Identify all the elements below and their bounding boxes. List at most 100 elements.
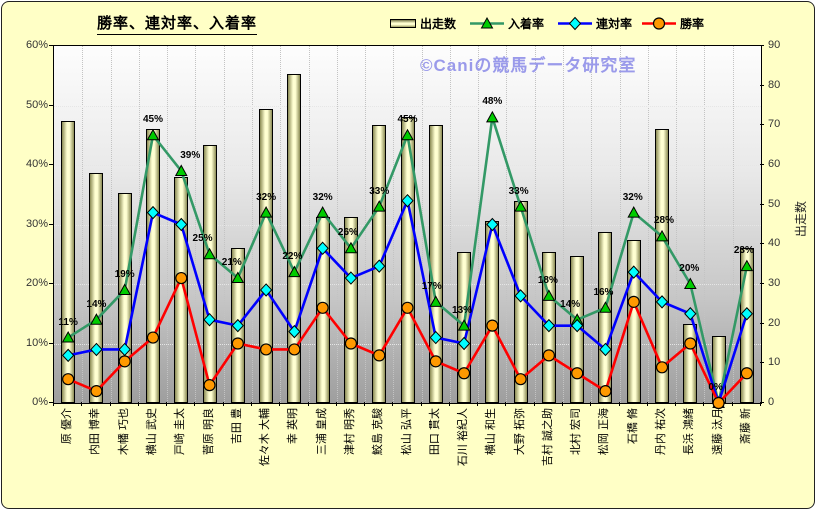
triangle-marker (599, 301, 612, 313)
category-label: 田口 貫太 (428, 408, 441, 456)
category-label: 吉田 豊 (230, 408, 243, 445)
triangle-marker (259, 206, 273, 218)
triangle-marker (627, 206, 641, 218)
circle-marker (457, 367, 471, 380)
x-axis-tick (137, 402, 139, 406)
diamond-marker (627, 265, 640, 279)
triangle-marker (401, 128, 414, 141)
x-axis-tick (562, 402, 564, 406)
x-axis-tick (731, 402, 733, 406)
data-label: 45% (397, 114, 418, 126)
legend-circle-marker (652, 16, 666, 30)
circle-marker (62, 373, 75, 386)
right-axis-tick (760, 283, 764, 284)
watermark: ©Caniの競馬データ研究室 (420, 56, 637, 75)
category-label: 松岡 正海 (598, 408, 611, 456)
triangle-marker (118, 283, 132, 295)
data-label: 16% (593, 286, 614, 298)
legend-item-starts: 出走数 (390, 15, 456, 31)
category-label: 北村 宏司 (570, 408, 583, 456)
category-label: 内田 博幸 (89, 408, 102, 456)
left-axis-tick-label: 20% (25, 277, 48, 289)
bar (598, 232, 613, 403)
bar (202, 145, 217, 403)
circle-marker (146, 331, 160, 344)
circle-marker (486, 319, 499, 332)
left-axis-tick-label: 0% (32, 396, 48, 408)
right-axis-tick-label: 40 (768, 237, 781, 250)
data-label: 13% (452, 304, 473, 316)
right-axis-tick-label: 80 (768, 78, 781, 91)
left-axis-tick (49, 402, 53, 403)
circle-marker (740, 367, 753, 380)
data-label: 33% (369, 185, 390, 197)
data-label: 33% (508, 185, 529, 197)
diamond-marker (61, 348, 75, 363)
line-triangle-swatch (470, 16, 504, 31)
triangle-marker (514, 200, 527, 212)
data-label: 17% (421, 280, 442, 292)
line-diamond-swatch (558, 16, 592, 31)
data-label: 39% (180, 149, 201, 161)
data-label: 48% (482, 96, 503, 108)
category-label: 石川 裕紀人 (457, 408, 470, 467)
data-label: 45% (142, 114, 163, 126)
right-axis-tick-label: 60 (768, 158, 781, 170)
line-circle-swatch (642, 16, 676, 31)
data-label: 18% (537, 274, 558, 286)
circle-marker (373, 349, 386, 362)
triangle-marker (655, 229, 669, 242)
diamond-marker (146, 205, 160, 220)
left-axis-tick (49, 164, 53, 165)
left-axis-tick-label: 50% (25, 98, 48, 111)
right-axis-tick (760, 84, 764, 86)
circle-marker (316, 301, 329, 314)
x-axis-tick (392, 402, 394, 406)
legend-item-place-rate: 入着率 (470, 15, 544, 31)
right-axis-tick (760, 45, 764, 46)
circle-marker (401, 301, 414, 314)
category-label: 佐々木 大輔 (259, 408, 272, 467)
triangle-marker (174, 164, 188, 176)
right-axis-tick (760, 402, 764, 403)
left-axis-tick (49, 223, 53, 225)
triangle-marker (457, 319, 471, 331)
right-axis-tick (760, 203, 764, 205)
circle-marker (684, 337, 697, 350)
data-label: 14% (86, 298, 107, 310)
triangle-marker (288, 265, 301, 278)
bar (655, 129, 670, 403)
x-axis-tick (420, 402, 422, 406)
data-label: 19% (114, 268, 135, 280)
diamond-marker (457, 336, 471, 351)
data-label: 32% (256, 191, 277, 203)
legend-line-sample (470, 16, 504, 28)
circle-marker (231, 337, 244, 350)
diamond-marker (655, 295, 669, 309)
category-label: 菅原 明良 (202, 408, 215, 456)
triangle-marker (61, 331, 75, 343)
right-axis-tick-label: 0 (768, 396, 775, 408)
right-axis-tick-label: 70 (768, 118, 781, 131)
legend-item-quinella-rate: 連対率 (558, 15, 632, 31)
circle-marker (599, 385, 612, 398)
diamond-marker (542, 318, 556, 333)
category-label: 三浦 皇成 (315, 408, 328, 456)
x-axis-tick (364, 402, 366, 406)
category-label: 原 優介 (61, 408, 74, 445)
right-axis-tick-label: 50 (768, 197, 781, 210)
x-axis-tick (590, 402, 592, 406)
bar (89, 172, 104, 403)
data-label: 20% (679, 263, 700, 274)
diamond-marker (316, 241, 329, 256)
right-axis-tick (760, 164, 764, 165)
data-label: 14% (560, 298, 581, 310)
circle-marker (288, 343, 301, 356)
x-axis-tick (760, 402, 761, 406)
data-label: 22% (282, 251, 303, 263)
x-axis-tick (646, 402, 648, 406)
legend-diamond-marker (568, 16, 582, 30)
legend-label: 入着率 (508, 16, 545, 31)
legend-label: 連対率 (596, 16, 633, 31)
